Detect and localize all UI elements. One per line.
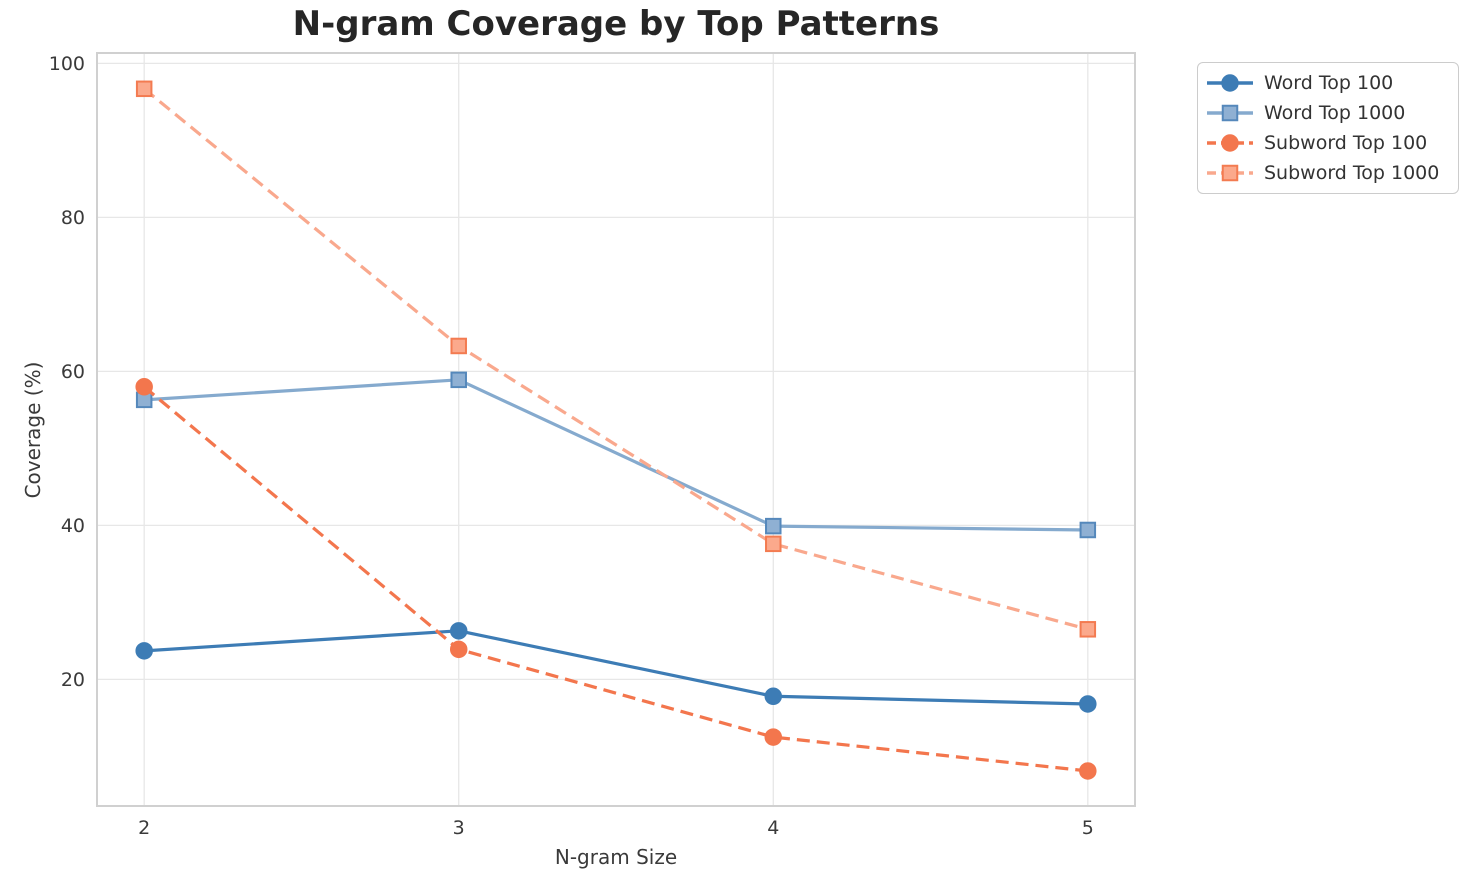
data-point (1079, 521, 1097, 539)
data-point (449, 640, 468, 659)
data-point (1079, 695, 1097, 713)
legend-label: Word Top 1000 (1264, 102, 1406, 124)
legend-circle-marker-icon (1207, 134, 1253, 152)
data-point (135, 80, 153, 98)
x-tick-label: 4 (767, 817, 779, 839)
legend-item-subword-top-1000: Subword Top 1000 (1206, 158, 1448, 188)
data-point (450, 371, 467, 389)
series-line-subword-top-100 (143, 385, 1088, 773)
data-point (764, 728, 783, 746)
data-point (450, 337, 467, 355)
legend-item-word-top-1000: Word Top 1000 (1206, 98, 1448, 128)
x-axis-label: N-gram Size (554, 845, 678, 869)
data-point (765, 517, 782, 535)
legend-label: Subword Top 100 (1264, 132, 1428, 154)
y-axis-label: Coverage (%) (21, 361, 45, 499)
legend-item-subword-top-100: Subword Top 100 (1206, 128, 1448, 158)
chart-title: N-gram Coverage by Top Patterns (292, 4, 940, 44)
legend: Word Top 100 Word Top 1000 Subword Top 100… (1197, 62, 1459, 194)
y-tick-label: 40 (61, 515, 85, 537)
y-tick-label: 20 (61, 669, 85, 691)
x-tick-label: 5 (1082, 817, 1094, 839)
y-tick-label: 100 (49, 53, 85, 75)
legend-square-marker-icon (1207, 104, 1253, 122)
legend-circle-marker-icon (1207, 74, 1253, 92)
data-point (764, 687, 783, 706)
data-point (135, 642, 153, 660)
data-point (765, 535, 782, 553)
plot-border (96, 52, 1136, 807)
series-line-word-top-1000 (144, 378, 1088, 532)
y-tick-label: 80 (61, 207, 85, 229)
data-point (135, 378, 153, 396)
legend-label: Subword Top 1000 (1264, 162, 1440, 184)
x-tick-label: 3 (453, 817, 465, 839)
data-point (1079, 762, 1097, 780)
legend-item-word-top-100: Word Top 100 (1206, 68, 1448, 98)
x-tick-label: 2 (138, 817, 150, 839)
series-line-subword-top-1000 (143, 87, 1089, 631)
legend-label: Word Top 100 (1264, 72, 1394, 94)
data-point (1079, 621, 1097, 638)
series-line-word-top-100 (144, 629, 1088, 706)
data-point (449, 622, 468, 640)
y-tick-label: 60 (61, 361, 85, 383)
legend-square-marker-icon (1207, 164, 1253, 182)
